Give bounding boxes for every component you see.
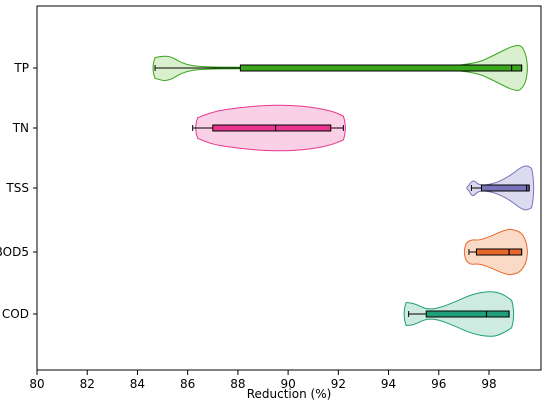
x-axis-title: Reduction (%) [247, 387, 332, 401]
x-tick-label: 92 [331, 377, 346, 391]
x-axis-ticks: 80 82 84 86 88 90 92 94 96 98 [29, 370, 497, 391]
x-tick-label: 96 [431, 377, 446, 391]
violin-tss [466, 165, 535, 211]
iqr-box [480, 184, 530, 192]
x-tick-label: 94 [381, 377, 396, 391]
iqr-box [212, 124, 332, 132]
violin-tn [192, 104, 346, 152]
iqr-box [425, 310, 510, 318]
category-label-bod5: BOD5 [0, 245, 29, 259]
x-tick-label: 98 [481, 377, 496, 391]
violin-layer [152, 45, 535, 337]
category-label-tp: TP [13, 61, 29, 75]
x-tick-label: 86 [180, 377, 195, 391]
x-tick-label: 80 [29, 377, 44, 391]
x-tick-label: 90 [280, 377, 295, 391]
category-labels: TP TN TSS BOD5 COD [0, 61, 37, 321]
category-label-cod: COD [2, 307, 29, 321]
violin-bod5 [463, 228, 528, 276]
iqr-box [475, 248, 523, 256]
x-tick-label: 82 [80, 377, 95, 391]
violin-cod [403, 291, 515, 337]
violin-tp [152, 45, 528, 91]
category-label-tn: TN [12, 121, 29, 135]
category-label-tss: TSS [5, 181, 29, 195]
iqr-box [239, 64, 523, 72]
x-tick-label: 88 [230, 377, 245, 391]
x-tick-label: 84 [130, 377, 145, 391]
